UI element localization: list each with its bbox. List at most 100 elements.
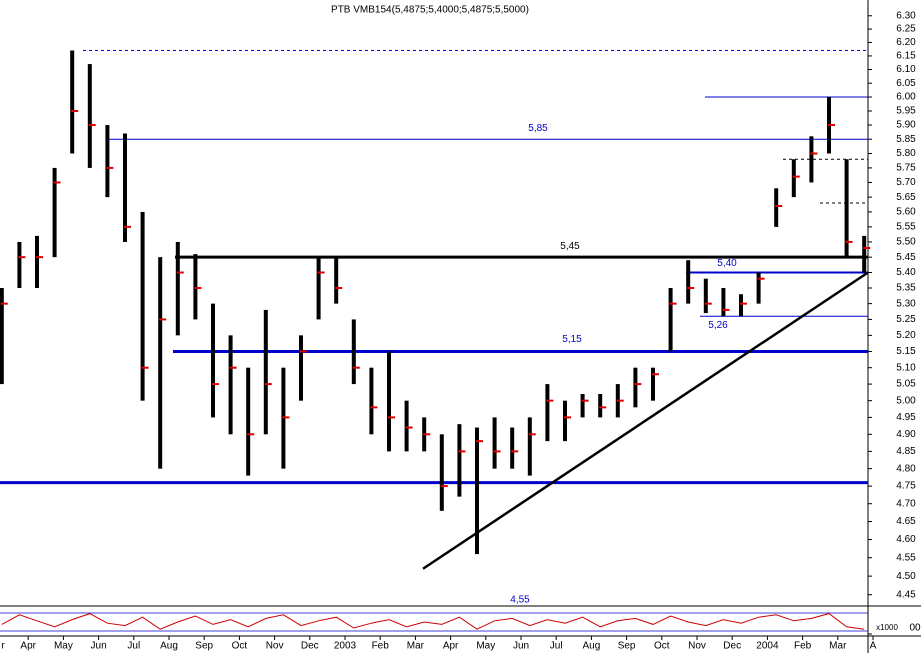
y-tick-label: 6.20 xyxy=(896,37,916,48)
range-bar xyxy=(439,434,444,511)
x-tick-label: Jul xyxy=(550,641,563,652)
range-bar xyxy=(158,257,163,469)
range-bar xyxy=(70,50,75,154)
y-tick-label: 5.80 xyxy=(896,148,916,159)
level-label: 5,40 xyxy=(717,258,737,269)
y-tick-label: 5.50 xyxy=(896,237,916,248)
range-bar xyxy=(545,384,550,442)
range-bar xyxy=(774,188,779,227)
x-tick-label: Oct xyxy=(654,641,670,652)
y-tick-label: 6.15 xyxy=(896,51,916,62)
y-tick-label: 5.40 xyxy=(896,267,916,278)
range-bar xyxy=(211,303,215,418)
range-bar xyxy=(668,287,673,352)
y-tick-label: 5.90 xyxy=(896,120,916,131)
x-tick-label: Nov xyxy=(266,641,284,652)
chart-title: PTB VMB154(5,4875;5,4000;5,4875;5,5000) xyxy=(331,5,529,16)
range-bar xyxy=(105,125,110,198)
range-bar xyxy=(140,211,145,401)
x-tick-label: Sep xyxy=(195,641,213,652)
y-tick-label: 5.70 xyxy=(896,177,916,188)
x-tick-label: Feb xyxy=(794,641,812,652)
y-tick-label: 6.25 xyxy=(896,24,916,35)
range-bar xyxy=(844,159,849,258)
range-bar xyxy=(721,287,726,317)
range-bar xyxy=(633,367,638,408)
range-bar xyxy=(175,241,180,336)
y-tick-label: 4.85 xyxy=(896,446,916,457)
x-tick-label: May xyxy=(54,641,73,652)
range-bar xyxy=(862,235,867,273)
range-bar xyxy=(809,136,814,183)
low-annotation: 4,55 xyxy=(510,594,530,605)
range-bar xyxy=(193,254,198,320)
range-bar xyxy=(475,427,479,555)
x-tick-label: Apr xyxy=(443,641,459,652)
range-bar xyxy=(404,400,409,452)
y-tick-label: 5.05 xyxy=(896,379,916,390)
x-tick-label: Aug xyxy=(583,641,601,652)
range-bar xyxy=(598,394,603,418)
range-bar xyxy=(510,427,515,469)
y-tick-label: 4.90 xyxy=(896,429,916,440)
range-bar xyxy=(123,133,127,242)
range-bar xyxy=(299,335,303,401)
y-tick-label: 6.30 xyxy=(896,10,916,21)
x-tick-label: Oct xyxy=(232,641,248,652)
range-bar xyxy=(580,394,585,418)
y-tick-label: 5.55 xyxy=(896,222,916,233)
x-tick-label: Sep xyxy=(618,641,636,652)
y-tick-label: 5.15 xyxy=(896,346,916,357)
range-bar xyxy=(0,287,4,385)
y-tick-label: 5.00 xyxy=(896,395,916,406)
level-label: 5,85 xyxy=(528,123,548,134)
x-tick-label: 2004 xyxy=(756,641,779,652)
y-tick-label: 5.75 xyxy=(896,163,916,174)
range-bar xyxy=(87,64,92,168)
indicator-unit: x1000 xyxy=(876,623,898,632)
y-tick-label: 4.75 xyxy=(896,481,916,492)
y-tick-label: 5.30 xyxy=(896,298,916,309)
y-tick-label: 4.65 xyxy=(896,516,916,527)
y-tick-label: 5.10 xyxy=(896,362,916,373)
range-bar xyxy=(351,319,356,385)
x-tick-label: A xyxy=(870,641,877,652)
x-tick-label: Feb xyxy=(372,641,390,652)
level-label: 5,45 xyxy=(560,241,580,252)
range-bar xyxy=(527,417,532,476)
range-bar xyxy=(369,367,374,435)
y-tick-label: 4.50 xyxy=(896,571,916,582)
range-bar xyxy=(246,367,251,476)
range-bar xyxy=(651,367,655,401)
range-bar xyxy=(52,167,57,258)
level-label: 5,15 xyxy=(562,334,582,345)
y-tick-label: 4.60 xyxy=(896,534,916,545)
y-tick-label: 6.05 xyxy=(896,78,916,89)
range-bar xyxy=(739,294,743,317)
range-bar xyxy=(316,257,321,320)
range-bar xyxy=(334,257,339,304)
x-tick-label: Jun xyxy=(91,641,107,652)
range-bar xyxy=(756,272,761,304)
y-tick-label: 5.95 xyxy=(896,106,916,117)
range-bar xyxy=(17,241,22,288)
y-tick-label: 4.55 xyxy=(896,552,916,563)
y-tick-label: 4.95 xyxy=(896,412,916,423)
y-tick-label: 5.20 xyxy=(896,330,916,341)
y-tick-label: 4.80 xyxy=(896,463,916,474)
x-tick-label: r xyxy=(1,641,5,652)
x-tick-label: Aug xyxy=(160,641,178,652)
y-tick-label: 5.45 xyxy=(896,252,916,263)
y-tick-label: 5.25 xyxy=(896,314,916,325)
x-tick-label: Nov xyxy=(688,641,706,652)
y-tick-label: 5.60 xyxy=(896,207,916,218)
range-bar xyxy=(387,351,391,452)
range-bar xyxy=(492,417,497,469)
range-bar xyxy=(563,400,567,442)
y-tick-label: 6.00 xyxy=(896,92,916,103)
y-tick-label: 5.35 xyxy=(896,283,916,294)
trendline xyxy=(422,271,869,570)
